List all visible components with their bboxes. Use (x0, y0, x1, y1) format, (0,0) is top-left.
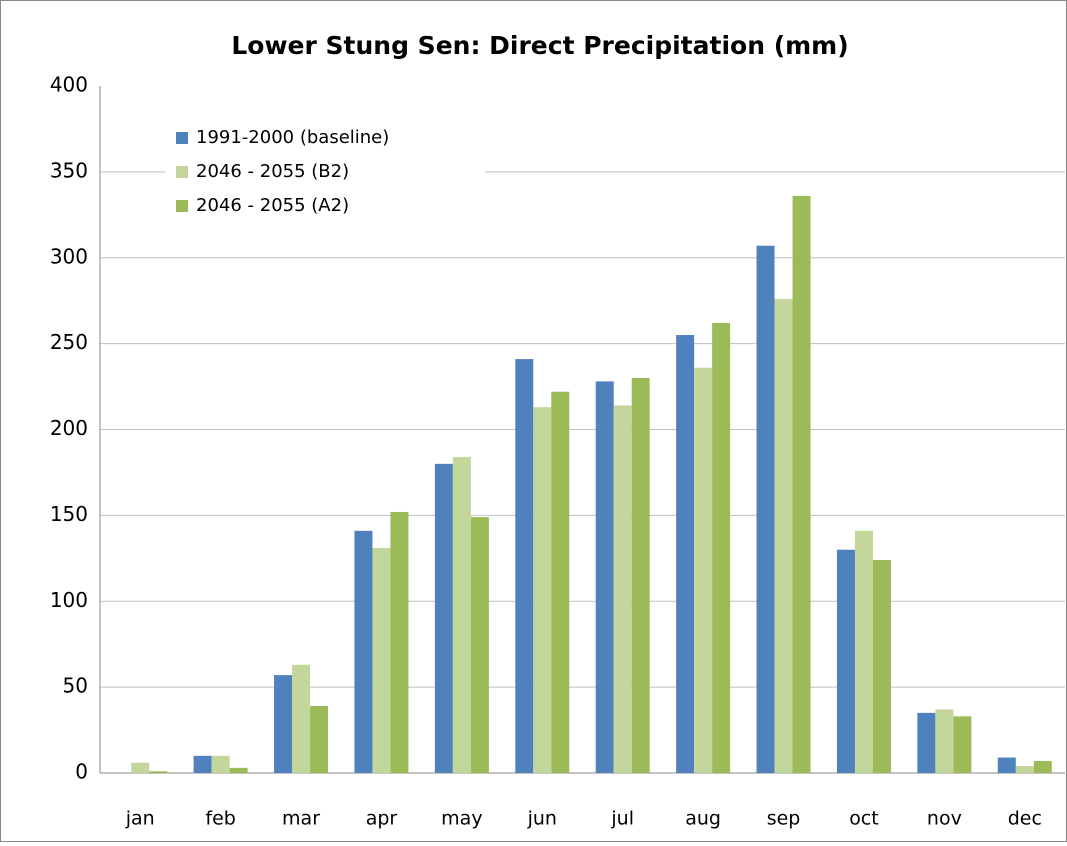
bar (354, 530, 373, 773)
bar (854, 530, 873, 773)
legend-box (165, 118, 485, 228)
bar (229, 767, 248, 773)
legend-label: 2046 - 2055 (A2) (196, 195, 349, 216)
bar (953, 716, 972, 773)
y-tick-label: 300 (50, 244, 88, 268)
bar (551, 391, 570, 773)
bar (470, 517, 489, 773)
bar (211, 755, 230, 773)
bar (1015, 766, 1034, 773)
x-tick-label: oct (849, 808, 879, 830)
y-tick-label: 350 (50, 158, 88, 182)
y-tick-label: 100 (50, 588, 88, 612)
bar (533, 407, 552, 773)
bar (774, 298, 793, 773)
chart-title: Lower Stung Sen: Direct Precipitation (m… (231, 31, 848, 60)
bar (131, 762, 150, 773)
bar (193, 755, 212, 773)
y-tick-label: 150 (50, 502, 88, 526)
bar (595, 381, 614, 773)
bar (372, 548, 391, 773)
bar (274, 675, 293, 773)
x-tick-label: jul (610, 808, 634, 830)
x-tick-label: mar (282, 808, 320, 830)
x-tick-label: aug (685, 808, 721, 830)
bar (390, 511, 409, 773)
bar (631, 377, 650, 773)
bar (452, 456, 471, 773)
bar (292, 664, 311, 773)
legend-swatch (176, 166, 188, 178)
x-tick-label: sep (767, 808, 801, 830)
bar (694, 367, 713, 773)
legend-label: 1991-2000 (baseline) (196, 127, 389, 148)
x-tick-label: apr (366, 808, 398, 830)
x-tick-label: dec (1008, 808, 1042, 830)
y-tick-label: 50 (63, 674, 88, 698)
bar (676, 335, 695, 773)
bar (434, 463, 453, 773)
y-tick-label: 250 (50, 330, 88, 354)
bar (836, 549, 855, 773)
bar (515, 359, 534, 773)
legend-swatch (176, 132, 188, 144)
legend-label: 2046 - 2055 (B2) (196, 161, 349, 182)
bar (712, 323, 731, 773)
y-tick-label: 400 (50, 73, 88, 97)
x-tick-label: feb (205, 808, 235, 830)
y-tick-label: 0 (75, 760, 88, 784)
bar (613, 405, 632, 773)
bar (756, 245, 775, 774)
bar (997, 757, 1016, 773)
bar (792, 195, 811, 774)
bar (917, 712, 936, 773)
bar (1033, 760, 1052, 773)
x-tick-label: may (441, 808, 482, 830)
bar (872, 560, 891, 773)
legend-swatch (176, 200, 188, 212)
x-tick-label: nov (927, 808, 962, 830)
x-tick-label: jun (527, 808, 557, 830)
bar (149, 771, 168, 773)
bar (310, 706, 329, 773)
x-tick-label: jan (125, 808, 155, 830)
bar (935, 709, 954, 773)
y-tick-label: 200 (50, 416, 88, 440)
